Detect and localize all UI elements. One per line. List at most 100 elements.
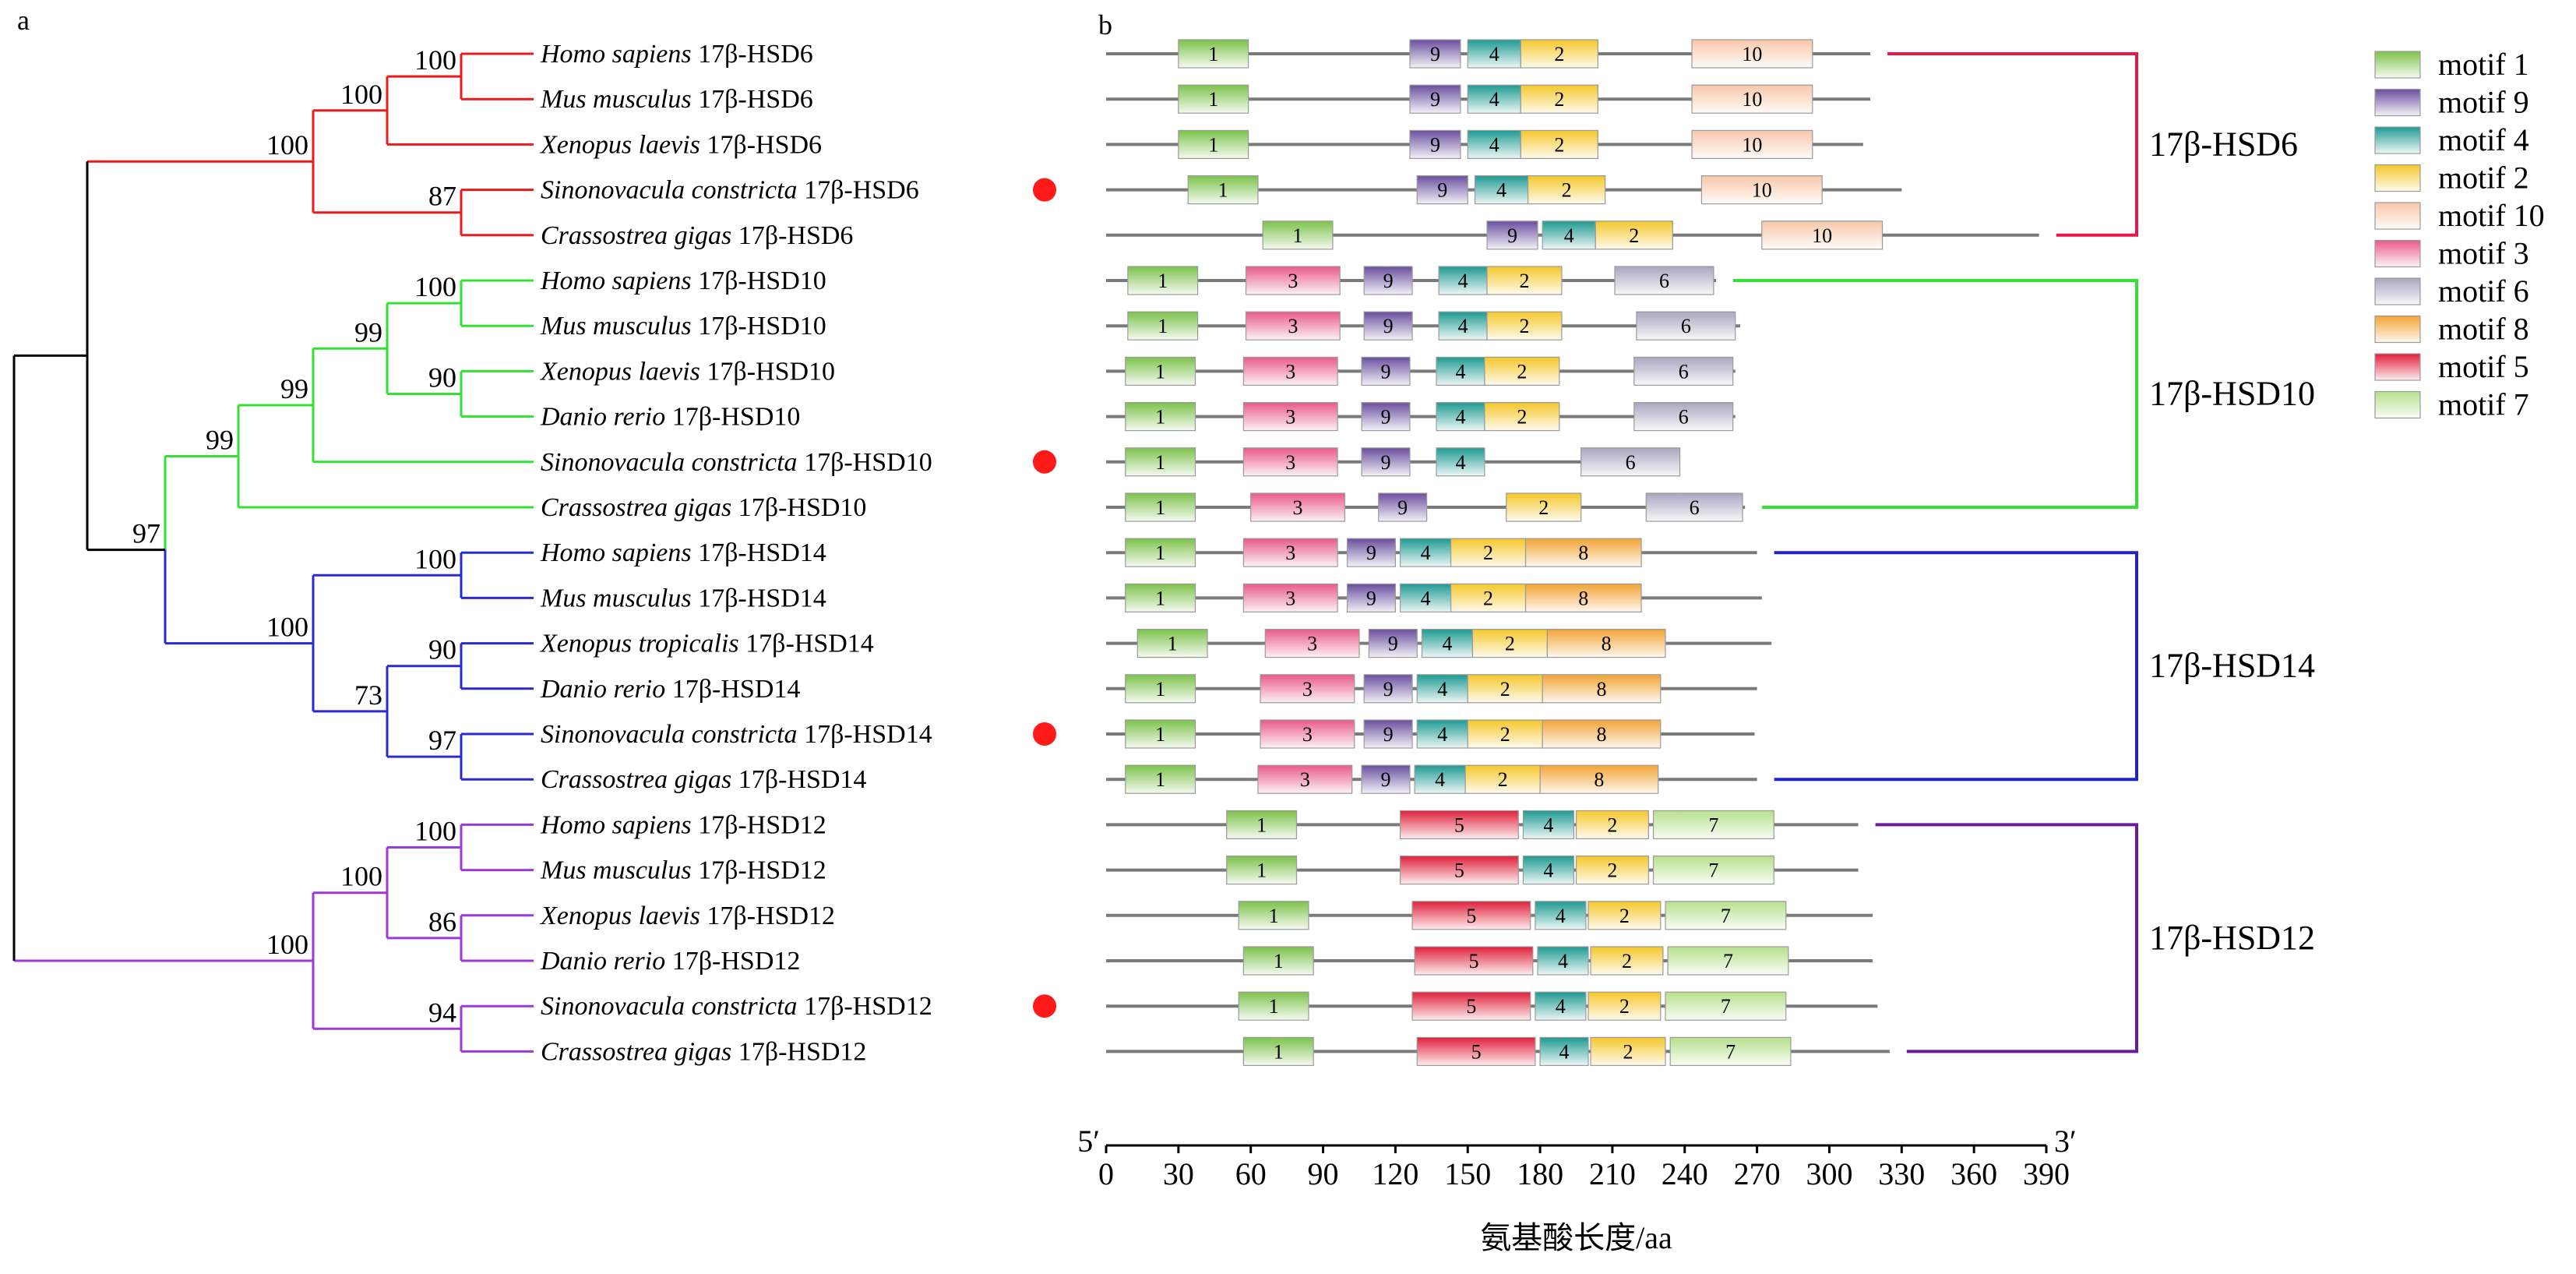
motif-number: 9 (1383, 315, 1394, 337)
species-label: Homo sapiens 17β-HSD6 (540, 40, 813, 69)
motif-box-8 (1524, 538, 1642, 567)
motif-number: 3 (1285, 542, 1295, 564)
species-label: Crassostrea gigas 17β-HSD6 (541, 221, 853, 250)
motif-number: 1 (1269, 995, 1279, 1018)
bootstrap-value: 100 (414, 271, 456, 302)
motif-box-1 (1178, 129, 1249, 159)
motif-number: 9 (1430, 43, 1440, 65)
motif-number: 1 (1158, 270, 1168, 292)
motif-number: 9 (1366, 587, 1376, 609)
motif-number: 2 (1483, 587, 1493, 609)
motif-number: 8 (1594, 768, 1604, 791)
motif-box-1 (1125, 401, 1196, 432)
legend-label: motif 2 (2438, 161, 2529, 196)
axis-end-label: 3′ (2054, 1124, 2077, 1159)
motif-box-1 (1125, 764, 1196, 794)
motif-number: 2 (1607, 813, 1617, 836)
motif-box-9 (1361, 764, 1411, 794)
species-labels: Homo sapiens 17β-HSD6 Mus musculus 17β-HS… (539, 40, 1056, 1066)
species-label: Sinonovacula constricta 17β-HSD14 (541, 720, 932, 749)
motif-box-1 (1127, 311, 1199, 341)
species-genus: Danio rerio (540, 675, 665, 704)
bootstrap-value: 100 (266, 929, 308, 960)
species-genus: Crassostrea gigas (541, 1037, 731, 1066)
species-genus: Xenopus laevis (539, 130, 700, 159)
motif-box-7 (1669, 1036, 1792, 1067)
motif-box-1 (1127, 266, 1199, 295)
group-brackets: 17β-HSD6 17β-HSD10 17β-HSD14 17β-HSD12 (1733, 52, 2315, 1053)
motif-box-9 (1486, 221, 1538, 250)
species-genus: Sinonovacula constricta (541, 448, 798, 477)
motif-box-4 (1467, 84, 1521, 114)
species-label: Homo sapiens 17β-HSD14 (540, 538, 826, 567)
species-space (731, 493, 738, 522)
panel-a-label: a (17, 5, 30, 36)
motif-box-5 (1414, 946, 1534, 976)
highlight-dot (1033, 450, 1056, 474)
species-label: Xenopus laevis 17β-HSD10 (539, 357, 835, 386)
panel-b-label: b (1098, 9, 1112, 41)
species-genus: Sinonovacula constricta (541, 720, 798, 749)
motif-box-3 (1242, 401, 1338, 432)
axis-tick-label: 120 (1372, 1156, 1418, 1191)
bootstrap-value: 100 (266, 129, 308, 161)
motif-box-9 (1409, 39, 1461, 69)
species-genus: Xenopus laevis (539, 357, 700, 386)
motif-number: 2 (1517, 360, 1527, 383)
species-label: Mus musculus 17β-HSD12 (540, 856, 826, 885)
axis-tick-label: 300 (1806, 1156, 1852, 1191)
bootstrap-value: 100 (414, 44, 456, 76)
motif-box-8 (1546, 628, 1666, 658)
motif-box-2 (1528, 175, 1606, 205)
motif-box-4 (1542, 221, 1596, 250)
axis-tick-label: 210 (1589, 1156, 1636, 1191)
species-genus: Sinonovacula constricta (541, 176, 798, 205)
axis-tick-label: 270 (1734, 1156, 1781, 1191)
motif-number: 2 (1554, 133, 1564, 156)
motif-number: 2 (1619, 995, 1630, 1018)
motif-box-4 (1436, 401, 1485, 432)
motif-box-3 (1260, 674, 1355, 704)
species-space (665, 675, 672, 704)
motif-box-5 (1416, 1036, 1536, 1067)
motif-number: 2 (1519, 315, 1529, 337)
highlight-dot (1033, 722, 1056, 746)
motif-number: 3 (1285, 587, 1295, 609)
motif-number: 10 (1742, 88, 1762, 111)
bootstrap-value: 73 (354, 679, 382, 711)
motif-number: 2 (1500, 723, 1510, 746)
motif-number: 6 (1690, 496, 1700, 519)
legend-label: motif 8 (2438, 312, 2529, 347)
motif-box-2 (1484, 401, 1560, 432)
motif-number: 4 (1437, 723, 1447, 746)
motif-number: 9 (1437, 179, 1447, 202)
species-protein: 17β-HSD12 (804, 992, 932, 1021)
motif-number: 4 (1421, 542, 1431, 564)
motif-box-9 (1363, 311, 1413, 341)
motif-box-5 (1399, 810, 1519, 840)
group-label: 17β-HSD14 (2149, 647, 2315, 685)
species-protein: 17β-HSD10 (698, 312, 826, 341)
motif-box-4 (1399, 538, 1452, 567)
motif-number: 1 (1155, 406, 1165, 429)
motif-box-1 (1226, 810, 1298, 840)
motif-number: 4 (1442, 633, 1452, 655)
motif-box-1 (1125, 538, 1196, 567)
motif-number: 4 (1421, 587, 1431, 609)
motif-number: 7 (1721, 995, 1731, 1018)
motif-box-1 (1242, 946, 1314, 976)
motif-number: 2 (1607, 859, 1617, 882)
motif-box-4 (1421, 628, 1474, 658)
species-space (700, 130, 707, 159)
motif-number: 5 (1454, 813, 1464, 836)
species-protein: 17β-HSD10 (707, 357, 835, 386)
motif-number: 4 (1564, 224, 1574, 247)
motif-number: 4 (1458, 315, 1468, 337)
motif-box-9 (1361, 401, 1411, 432)
motif-number: 4 (1455, 406, 1465, 429)
motif-number: 4 (1543, 859, 1553, 882)
motif-box-2 (1464, 764, 1541, 794)
motif-box-9 (1361, 447, 1411, 477)
species-label: Sinonovacula constricta 17β-HSD6 (541, 176, 919, 205)
